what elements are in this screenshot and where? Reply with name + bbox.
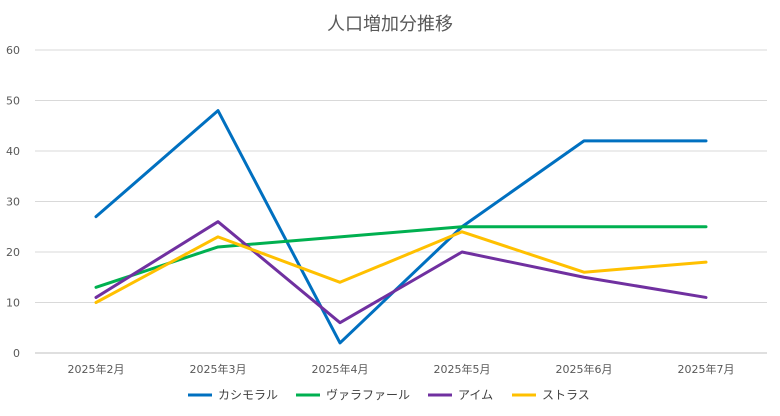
chart-title: 人口増加分推移 [327,14,453,35]
series-layer [94,109,708,345]
series-line [94,109,708,345]
y-tick-label: 20 [6,246,20,259]
legend-label: カシモラル [218,388,278,402]
y-tick-label: 30 [6,196,20,209]
y-tick-label: 60 [6,44,20,57]
legend: カシモラル ヴァラファール アイム ストラス [188,387,590,402]
grid-layer [35,49,767,354]
y-tick-label: 10 [6,297,20,310]
x-tick-label: 2025年2月 [68,362,125,376]
x-axis-ticks: 2025年2月 2025年3月 2025年4月 2025年5月 2025年6月 2025年… [68,362,735,376]
legend-label: ストラス [542,388,590,402]
x-tick-label: 2025年5月 [434,362,491,376]
x-tick-label: 2025年3月 [190,362,247,376]
x-tick-label: 2025年6月 [556,362,613,376]
legend-label: ヴァラファール [326,387,410,402]
legend-label: アイム [458,388,493,402]
y-tick-label: 0 [13,347,20,360]
series-line [94,220,708,325]
series-line [94,230,708,304]
series-line [94,225,708,289]
x-tick-label: 2025年4月 [312,362,369,376]
y-tick-label: 40 [6,145,20,158]
x-tick-label: 2025年7月 [678,362,735,376]
y-tick-label: 50 [6,95,20,108]
y-axis-ticks: 0 10 20 30 40 50 60 [6,44,20,360]
